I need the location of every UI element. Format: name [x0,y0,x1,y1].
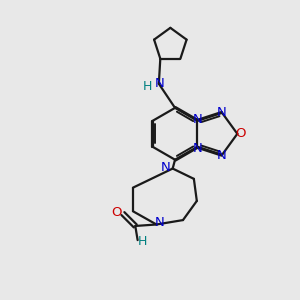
Text: O: O [236,127,246,140]
Text: H: H [143,80,152,93]
Text: O: O [111,206,122,219]
Text: N: N [160,160,170,174]
Text: N: N [217,106,226,119]
Text: N: N [217,149,226,162]
Text: N: N [193,113,203,126]
Text: N: N [154,216,164,229]
Text: H: H [138,235,148,248]
Text: N: N [193,142,203,155]
Text: N: N [154,77,164,90]
